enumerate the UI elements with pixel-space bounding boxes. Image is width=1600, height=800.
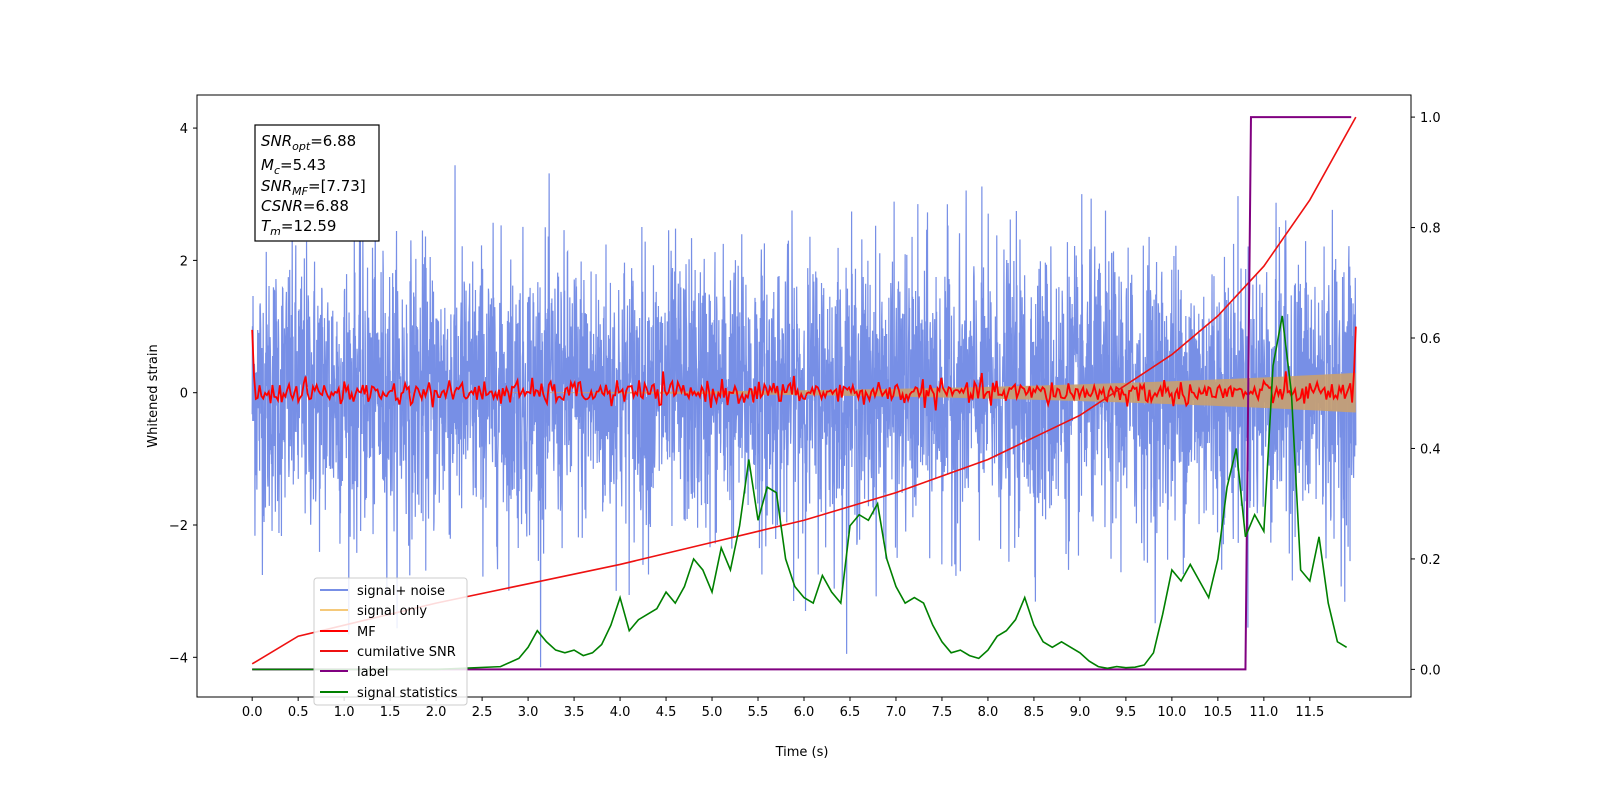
signal-statistics-line [252, 315, 1348, 671]
stats-snr-opt-value: =6.88 [310, 132, 356, 150]
stats-snr-mf-main: SNR [261, 177, 292, 195]
y-right-tick-label: 0.8 [1420, 222, 1441, 237]
stats-box: SNRopt=6.88 Mc=5.43 SNRMF=[7.73] CSNR=6.… [254, 124, 380, 242]
x-tick-label: 1.0 [334, 705, 355, 720]
x-tick-label: 0.5 [288, 705, 309, 720]
x-tick-label: 8.5 [1024, 705, 1045, 720]
x-tick-label: 2.0 [426, 705, 447, 720]
label-line [252, 116, 1352, 671]
legend-frame [313, 577, 468, 706]
stats-mc-sub: c [274, 164, 280, 177]
stats-snr-opt: SNRopt=6.88 [261, 132, 356, 153]
legend-label-label: label [357, 665, 388, 680]
x-tick-label: 11.0 [1249, 705, 1278, 720]
stats-snr-opt-main: SNR [261, 132, 292, 150]
y-left-tick-label: 2 [180, 254, 188, 269]
x-tick-label: 1.5 [380, 705, 401, 720]
legend-label-signal-noise: signal+ noise [357, 584, 445, 599]
y-left-tick-label: −4 [169, 651, 188, 666]
x-axis-label: Time (s) [775, 745, 829, 760]
stats-mc-value: =5.43 [280, 156, 326, 174]
x-tick-label: 10.5 [1203, 705, 1232, 720]
x-tick-label: 2.5 [472, 705, 493, 720]
y-left-tick-label: 0 [180, 387, 188, 402]
y-right-tick-label: 0.6 [1420, 332, 1441, 347]
legend-label-mf: MF [357, 625, 376, 640]
y-right-tick-label: 0.4 [1420, 442, 1441, 457]
x-tick-label: 7.5 [932, 705, 953, 720]
signal-only-band [252, 372, 1356, 413]
legend-label-signal-statistics: signal statistics [357, 686, 458, 701]
stats-mc-main: M [261, 156, 274, 174]
y-right-tick-label: 0.0 [1420, 663, 1441, 678]
y-left-tick-label: −2 [169, 519, 188, 534]
x-tick-label: 4.5 [656, 705, 677, 720]
x-tick-label: 4.0 [610, 705, 631, 720]
legend-label-cumulative-snr: cumilative SNR [357, 645, 456, 660]
x-tick-label: 11.5 [1295, 705, 1324, 720]
x-tick-label: 8.0 [978, 705, 999, 720]
x-tick-label: 6.5 [840, 705, 861, 720]
y-axis-label: Whitened strain [146, 344, 161, 447]
stats-csnr: CSNR=6.88 [261, 197, 349, 215]
stats-csnr-value: =6.88 [303, 197, 349, 215]
x-tick-label: 9.5 [1116, 705, 1137, 720]
mf-line [251, 326, 1357, 411]
x-tick-label: 5.0 [702, 705, 723, 720]
stats-box-frame [254, 124, 380, 242]
stats-tm: Tm=12.59 [261, 217, 336, 238]
x-tick-label: 3.5 [564, 705, 585, 720]
stats-snr-mf-value: =[7.73] [308, 177, 366, 195]
legend-label-signal-only: signal only [357, 604, 427, 619]
x-tick-label: 6.0 [794, 705, 815, 720]
stats-snr-opt-sub: opt [292, 140, 311, 153]
x-tick-label: 3.0 [518, 705, 539, 720]
stats-snr-mf: SNRMF=[7.73] [261, 177, 366, 198]
x-tick-label: 0.0 [242, 705, 263, 720]
stats-tm-main: T [261, 217, 272, 235]
stats-tm-value: =12.59 [281, 217, 337, 235]
x-tick-label: 5.5 [748, 705, 769, 720]
stats-tm-sub: m [270, 225, 281, 238]
signal-noise-line [251, 165, 1357, 668]
y-right-tick-label: 0.2 [1420, 553, 1441, 568]
x-tick-label: 9.0 [1070, 705, 1091, 720]
y-right-tick-label: 1.0 [1420, 111, 1441, 126]
legend: signal+ noise signal only MF cumilative … [313, 577, 468, 706]
y-left-tick-label: 4 [180, 122, 188, 137]
x-tick-label: 10.0 [1157, 705, 1186, 720]
stats-mc: Mc=5.43 [261, 156, 326, 177]
axes-layer: 0.0 0.5 1.0 1.5 2.0 2.5 3.0 3.5 4.0 4.5 5.0 5.5 6.0 6… [169, 94, 1441, 720]
stats-snr-mf-sub: MF [292, 185, 308, 198]
x-tick-label: 7.0 [886, 705, 907, 720]
stats-csnr-main: CSNR [261, 197, 303, 215]
